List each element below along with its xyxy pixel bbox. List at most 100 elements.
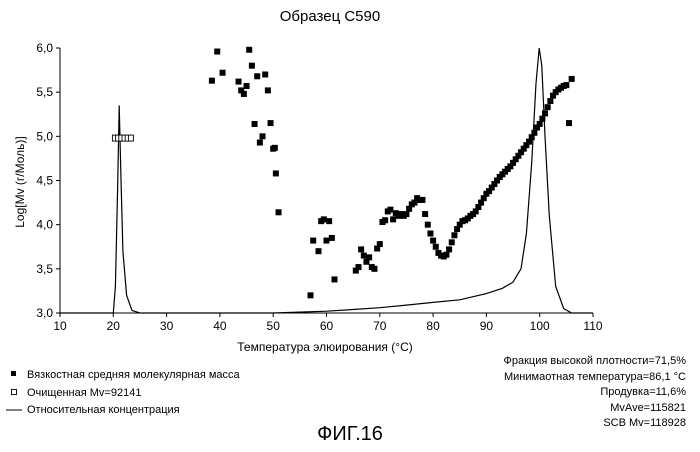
x-tick-label: 90 <box>480 319 494 333</box>
mv-data-point <box>512 156 519 163</box>
x-tick-label: 110 <box>583 319 602 333</box>
mv-data-point <box>547 98 554 104</box>
mv-data-point <box>310 237 317 244</box>
mv-data-point <box>448 239 455 246</box>
mv-data-point <box>262 71 269 78</box>
mv-data-point <box>494 177 501 184</box>
mv-data-point <box>352 267 359 274</box>
stat-purge: Продувка=11,6% <box>600 386 686 398</box>
mv-data-point <box>510 159 517 166</box>
mv-data-point <box>251 120 258 127</box>
mv-data-point <box>526 138 533 145</box>
chart-title: Образец C590 <box>280 8 380 25</box>
mv-data-point <box>472 208 479 215</box>
legend-label-mv: Вязкостная средняя молекулярная масса <box>27 369 241 381</box>
mv-data-point <box>432 243 439 250</box>
concentration-line <box>60 47 593 314</box>
mv-data-point <box>542 110 549 117</box>
mv-data-point <box>563 82 570 89</box>
mv-data-point <box>243 82 250 89</box>
mv-data-point <box>427 230 434 237</box>
legend-open-square-marker <box>11 389 17 395</box>
mv-data-point <box>271 144 278 151</box>
data-points <box>111 46 575 299</box>
mv-data-point <box>480 195 487 202</box>
mv-data-point <box>531 129 538 136</box>
purified-mv-point <box>127 134 134 142</box>
concentration-series-line <box>60 47 593 314</box>
x-tick-label: 20 <box>107 319 121 333</box>
mv-data-point <box>366 254 373 261</box>
x-tick-label: 40 <box>213 319 227 333</box>
figure-caption: ФИГ.16 <box>317 423 383 445</box>
legend-label-concentration: Относительная концентрация <box>27 404 180 416</box>
x-tick-label: 70 <box>373 319 387 333</box>
mv-data-point <box>246 46 253 53</box>
mv-data-point <box>446 246 453 253</box>
mv-data-point <box>382 217 389 224</box>
legend: Вязкостная средняя молекулярная масса Оч… <box>6 369 241 416</box>
mv-data-point <box>520 145 527 152</box>
mv-data-point <box>390 216 397 223</box>
x-tick-label: 100 <box>530 319 550 333</box>
chart-canvas: Образец C590 10 20 30 40 50 60 70 80 90 100 110 3,0… <box>6 8 603 416</box>
mv-data-point <box>523 142 530 149</box>
mv-data-point <box>539 115 546 122</box>
x-tick-label: 80 <box>426 319 440 333</box>
mv-data-point <box>544 104 551 111</box>
x-axis-label: Температура элюирования (°С) <box>237 340 412 354</box>
mv-data-point <box>323 237 330 244</box>
stats-block: Фракция высокой плотности=71,5% Минимаот… <box>503 354 686 432</box>
mv-data-point <box>374 245 381 252</box>
mv-data-point <box>443 251 450 258</box>
mv-data-point <box>331 276 338 283</box>
mv-data-point <box>254 73 261 80</box>
mv-data-point <box>320 216 327 223</box>
stat-minimum-temperature: Минимаотная температура=86,1 °С <box>504 370 686 383</box>
mv-data-point <box>488 184 495 191</box>
mv-data-point <box>430 237 437 244</box>
mv-data-point <box>507 163 514 170</box>
mv-data-point <box>315 248 322 255</box>
mv-data-point <box>478 199 485 206</box>
mv-data-point <box>566 120 573 127</box>
stat-high-density-fraction: Фракция высокой плотности=71,5% <box>503 355 686 367</box>
mv-data-point <box>403 211 410 218</box>
y-tick-label: 4,5 <box>36 174 53 188</box>
axes: 10 20 30 40 50 60 70 80 90 100 110 3,0 3,5 4,0 4,5 5,0 5… <box>36 41 603 333</box>
mv-data-point <box>238 87 245 94</box>
mv-data-point <box>256 139 263 146</box>
mv-data-point <box>267 120 274 127</box>
mv-data-point <box>363 258 370 265</box>
mv-data-point <box>376 241 383 248</box>
mv-data-point <box>486 188 493 195</box>
stat-scb-mv: SCB Mv=118928 <box>603 417 686 429</box>
mv-data-point <box>307 292 314 299</box>
y-axis-label: Log[Mv (г/Моль)] <box>13 136 27 228</box>
mv-data-point <box>451 232 458 239</box>
mv-data-point <box>515 152 522 159</box>
x-tick-label: 60 <box>320 319 334 333</box>
x-tick-label: 30 <box>160 319 174 333</box>
y-tick-label: 4,0 <box>36 218 53 232</box>
legend-filled-square-marker <box>11 371 16 376</box>
y-tick-label: 5,5 <box>36 85 53 99</box>
y-tick-label: 5,0 <box>36 129 53 143</box>
mv-data-point <box>528 134 535 141</box>
mv-data-point <box>240 90 247 97</box>
mv-data-point <box>371 265 378 272</box>
mv-data-point <box>326 218 333 225</box>
mv-data-point <box>219 69 226 76</box>
mv-data-point <box>208 77 215 84</box>
mv-data-point <box>568 75 575 82</box>
mv-data-point <box>491 181 498 188</box>
mv-data-point <box>475 204 482 210</box>
mv-data-point <box>411 199 418 206</box>
legend-label-purified: Очищенная Mv=92141 <box>27 387 141 399</box>
mv-data-point <box>454 226 461 233</box>
stat-mv-ave: MvAve=115821 <box>610 401 686 414</box>
mv-data-point <box>550 92 557 99</box>
x-tick-label: 10 <box>53 319 67 333</box>
mv-data-point <box>419 196 426 203</box>
mv-data-point <box>248 62 255 69</box>
